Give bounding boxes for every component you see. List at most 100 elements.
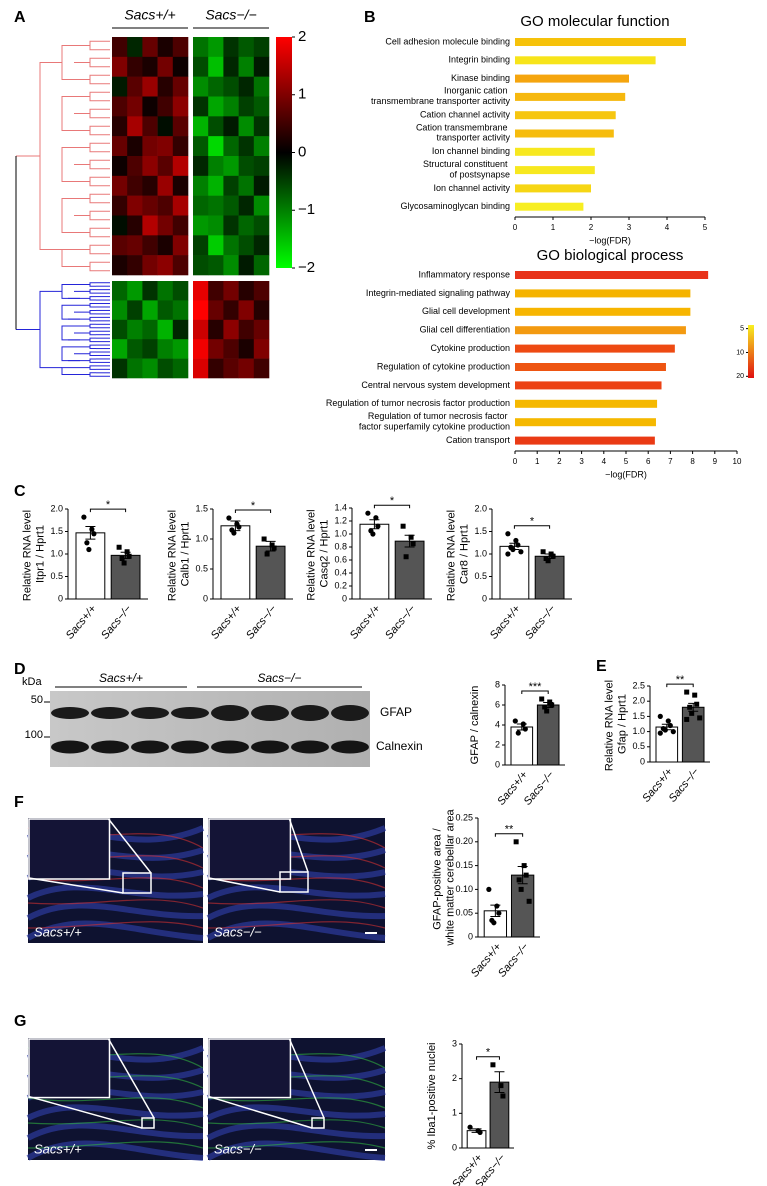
x-tick-label: 0: [513, 457, 518, 466]
dendrogram-branch: [61, 198, 80, 233]
heatmap-cell: [223, 235, 239, 256]
heatmap-cell: [127, 255, 143, 276]
significance-bracket: [234, 509, 272, 513]
category-label: Glial cell differentiation: [420, 325, 510, 335]
heatmap-cell: [208, 175, 224, 196]
heatmap-cell: [223, 56, 239, 77]
heatmap-cell: [253, 76, 270, 97]
significance-label: **: [676, 674, 685, 686]
y-tick-label: 0.4: [334, 567, 347, 577]
heatmap-cell: [253, 116, 270, 137]
heatmap-cell: [253, 358, 270, 379]
data-point: [518, 886, 524, 892]
heatmap-cell: [193, 215, 209, 236]
heatmap-cell: [142, 37, 158, 58]
bar: [515, 92, 626, 101]
heatmap-cell: [223, 358, 239, 379]
data-point: [126, 553, 132, 559]
data-point: [684, 716, 690, 722]
micrograph-inset: [208, 1038, 292, 1099]
y-tick-label: 2.0: [632, 696, 645, 706]
heatmap-cell: [238, 339, 255, 359]
data-point: [505, 551, 511, 557]
bar: [394, 540, 425, 600]
category-label: Glial cell development: [422, 306, 511, 316]
micrograph-tissue: [206, 1122, 386, 1141]
category-label: Regulation of tumor necrosis factor prod…: [326, 398, 510, 408]
y-tick-label: 1.2: [334, 515, 347, 525]
dendrogram-branch: [80, 365, 96, 370]
heatmap-cell: [142, 235, 158, 256]
dendrogram-branch: [80, 142, 96, 153]
heatmap-cell: [238, 116, 255, 137]
data-point: [119, 556, 125, 561]
y-tick-label: 0.5: [50, 571, 63, 581]
data-point: [496, 910, 502, 916]
heatmap-cell: [142, 156, 158, 177]
y-tick-label: 0: [452, 1142, 457, 1152]
y-axis-label: Relative RNA level Casq2 / Hprt1: [306, 506, 331, 600]
y-tick-label: 1.5: [474, 526, 487, 536]
bar: [515, 307, 691, 316]
dendrogram-branch: [74, 309, 96, 315]
y-tick-label: 2.0: [474, 503, 487, 513]
blot-band: [131, 740, 169, 754]
heatmap-cell: [157, 116, 174, 137]
zoom-box: [122, 872, 152, 894]
data-point: [662, 727, 668, 733]
heatmap-cell: [238, 281, 255, 301]
heatmap-cell: [253, 300, 270, 321]
heatmap-cell: [142, 339, 158, 359]
panel-label: E: [596, 658, 607, 675]
heatmap-cell: [223, 156, 239, 177]
heatmap-cell: [238, 195, 255, 216]
heatmap-cell: [223, 195, 239, 216]
heatmap-cell: [193, 300, 209, 321]
heatmap-cell: [127, 358, 143, 379]
data-point: [491, 920, 497, 926]
data-point: [697, 715, 703, 721]
bar: [515, 184, 591, 193]
heatmap-cell: [157, 156, 174, 177]
heatmap-cell: [238, 300, 255, 321]
heatmap-cell: [172, 300, 189, 321]
heatmap-cell: [142, 136, 158, 157]
category-label: Inflammatory response: [418, 269, 510, 279]
x-tick-label: Sacs−/−: [523, 603, 559, 642]
colorbar-tick-label: 5: [740, 325, 744, 332]
dendrogram-branch: [61, 96, 80, 131]
category-label: Regulation of tumor necrosis factor fact…: [359, 411, 510, 431]
y-tick-label: 0.5: [474, 571, 487, 581]
dendrogram-branch: [74, 108, 96, 119]
heatmap-cell: [127, 136, 143, 157]
y-tick-label: 1.0: [632, 726, 645, 736]
micrograph-label: Sacs+/+: [34, 924, 82, 939]
micrograph-tissue: [26, 884, 204, 901]
heatmap-cell: [223, 136, 239, 157]
data-point: [547, 699, 553, 705]
heatmap-cell: [253, 195, 270, 216]
heatmap-cell: [253, 136, 270, 157]
heatmap-cell: [223, 339, 239, 359]
heatmap-cell: [223, 175, 239, 196]
data-point: [486, 886, 492, 893]
heatmap-cell: [157, 235, 174, 256]
heatmap-cell: [172, 255, 189, 276]
bar: [515, 166, 595, 175]
category-label: Integrin binding: [448, 55, 510, 65]
heatmap-cell: [127, 300, 143, 321]
blot-band: [331, 740, 369, 754]
heatmap-cell: [172, 215, 189, 236]
micrograph-signal: [27, 1119, 204, 1129]
heatmap-cell: [172, 136, 189, 157]
significance-bracket: [513, 525, 551, 529]
micrograph-signal: [27, 1097, 204, 1109]
micrograph-tissue: [206, 1104, 386, 1121]
category-label: Integrin-mediated signaling pathway: [366, 288, 511, 298]
data-point: [515, 542, 521, 548]
colorbar-tick-label: 2: [298, 28, 306, 45]
blot-band: [331, 705, 369, 721]
heatmap-cell: [223, 116, 239, 137]
data-point: [512, 718, 518, 724]
